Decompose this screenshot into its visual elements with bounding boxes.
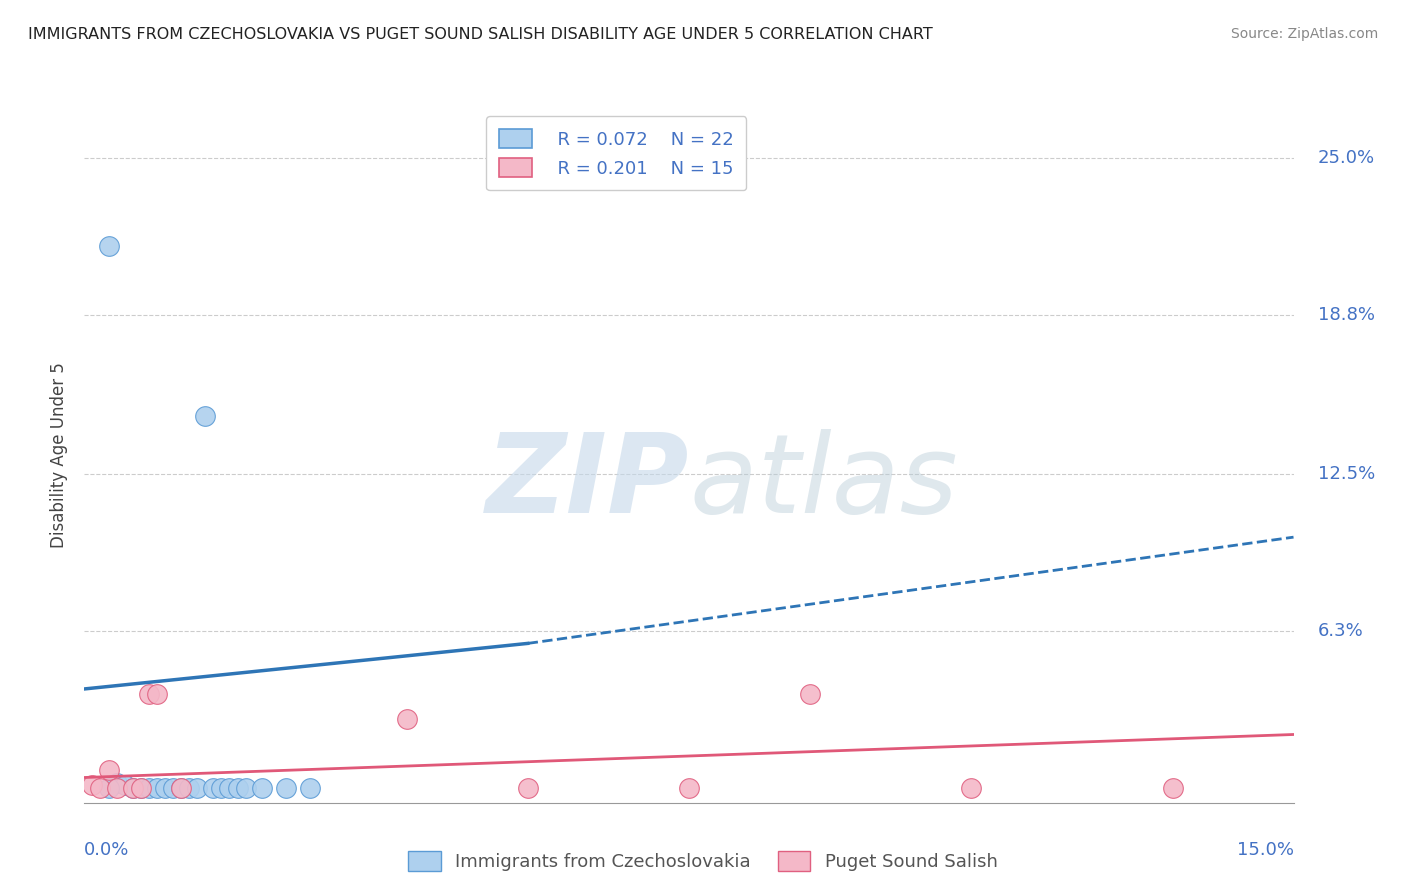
Point [395, 712, 418, 726]
Text: IMMIGRANTS FROM CZECHOSLOVAKIA VS PUGET SOUND SALISH DISABILITY AGE UNDER 5 CORR: IMMIGRANTS FROM CZECHOSLOVAKIA VS PUGET … [28, 27, 932, 42]
Text: ZIP: ZIP [485, 429, 689, 536]
Text: 25.0%: 25.0% [1317, 149, 1375, 167]
Point [799, 687, 821, 701]
Point [1161, 780, 1184, 795]
Point [97, 239, 120, 253]
Point [209, 780, 232, 795]
Point [170, 780, 193, 795]
Point [250, 780, 273, 795]
Point [97, 763, 120, 777]
Point [138, 780, 160, 795]
Legend: Immigrants from Czechoslovakia, Puget Sound Salish: Immigrants from Czechoslovakia, Puget So… [401, 844, 1005, 879]
Point [82, 778, 104, 792]
Point [105, 775, 128, 789]
Text: 18.8%: 18.8% [1317, 305, 1375, 324]
Point [129, 780, 152, 795]
Point [678, 780, 700, 795]
Point [170, 780, 193, 795]
Point [226, 780, 249, 795]
Text: Source: ZipAtlas.com: Source: ZipAtlas.com [1230, 27, 1378, 41]
Legend:   R = 0.072    N = 22,   R = 0.201    N = 15: R = 0.072 N = 22, R = 0.201 N = 15 [486, 116, 747, 190]
Point [121, 780, 143, 795]
Text: atlas: atlas [689, 429, 957, 536]
Point [299, 780, 322, 795]
Point [960, 780, 983, 795]
Point [138, 687, 160, 701]
Point [114, 778, 136, 792]
Y-axis label: Disability Age Under 5: Disability Age Under 5 [51, 362, 69, 548]
Text: 0.0%: 0.0% [84, 841, 129, 859]
Text: 12.5%: 12.5% [1317, 465, 1375, 483]
Point [89, 780, 111, 795]
Point [97, 780, 120, 795]
Point [194, 409, 217, 423]
Point [146, 780, 169, 795]
Point [202, 780, 225, 795]
Point [153, 780, 176, 795]
Point [105, 780, 128, 795]
Point [162, 780, 184, 795]
Point [516, 780, 538, 795]
Point [218, 780, 240, 795]
Point [179, 780, 201, 795]
Point [121, 780, 143, 795]
Point [146, 687, 169, 701]
Point [186, 780, 208, 795]
Text: 15.0%: 15.0% [1236, 841, 1294, 859]
Text: 6.3%: 6.3% [1317, 622, 1364, 640]
Point [235, 780, 257, 795]
Point [129, 780, 152, 795]
Point [274, 780, 297, 795]
